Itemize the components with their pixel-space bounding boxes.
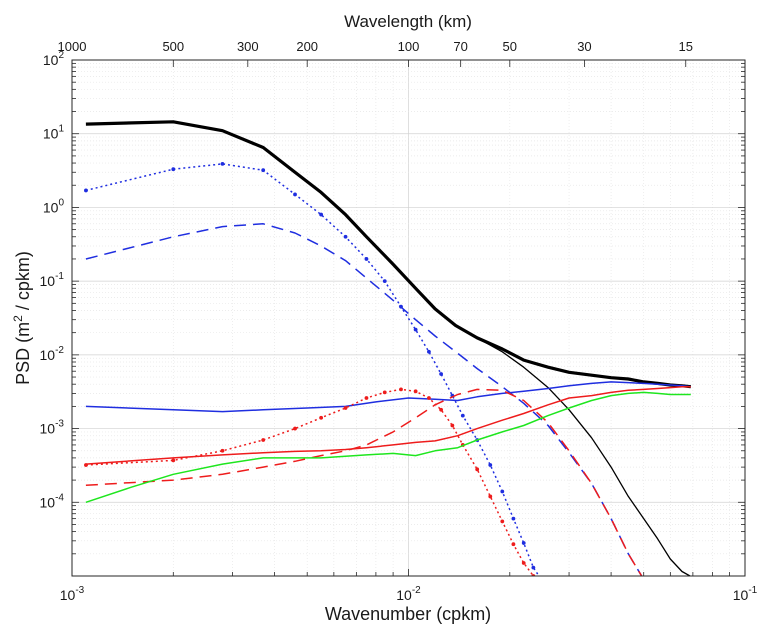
series-marker-3 bbox=[220, 161, 225, 166]
y-tick-label: 10-3 bbox=[40, 419, 65, 437]
series-marker-3 bbox=[364, 257, 369, 261]
series-line-4 bbox=[85, 223, 643, 576]
series-marker-6 bbox=[220, 448, 225, 453]
x-tick-label: 10-3 bbox=[60, 585, 85, 603]
top-tick-label: 300 bbox=[237, 39, 259, 54]
y-axis-title: PSD (m2 / cpkm) bbox=[11, 251, 33, 385]
series-marker-3 bbox=[541, 579, 545, 583]
series-marker-6 bbox=[382, 390, 387, 395]
top-tick-label: 500 bbox=[162, 39, 184, 54]
series-line-6 bbox=[85, 388, 535, 576]
series-marker-6 bbox=[488, 494, 493, 499]
top-tick-label: 50 bbox=[503, 39, 517, 54]
series-marker-3 bbox=[511, 516, 516, 521]
ticks bbox=[71, 60, 745, 577]
series-marker-3 bbox=[460, 413, 465, 418]
series-marker-3 bbox=[413, 327, 418, 332]
y-tick-label: 10-1 bbox=[40, 271, 65, 289]
series-group bbox=[84, 120, 692, 583]
x-tick-label: 10-1 bbox=[733, 585, 758, 603]
top-tick-label: 15 bbox=[679, 39, 693, 54]
series-marker-6 bbox=[293, 426, 297, 431]
series-marker-3 bbox=[427, 349, 431, 354]
top-tick-label: 1000 bbox=[58, 39, 87, 54]
series-marker-6 bbox=[500, 519, 505, 524]
y-tick-label: 101 bbox=[43, 124, 65, 142]
series-marker-6 bbox=[511, 542, 516, 547]
series-marker-6 bbox=[343, 406, 348, 410]
series-marker-3 bbox=[531, 565, 536, 570]
series-marker-6 bbox=[521, 561, 526, 565]
top-axis-title: Wavelength (km) bbox=[344, 12, 472, 31]
series-marker-3 bbox=[521, 541, 526, 545]
series-marker-6 bbox=[541, 579, 545, 583]
series-marker-3 bbox=[261, 168, 266, 173]
series-marker-6 bbox=[427, 396, 431, 400]
series-marker-3 bbox=[343, 234, 348, 239]
series-marker-6 bbox=[364, 396, 369, 400]
top-tick-label: 70 bbox=[453, 39, 467, 54]
series-line-9 bbox=[85, 391, 691, 504]
y-tick-label: 100 bbox=[43, 197, 65, 215]
series-line-5 bbox=[85, 381, 691, 413]
series-marker-3 bbox=[488, 463, 493, 467]
series-line-2 bbox=[455, 324, 692, 576]
grid bbox=[71, 60, 745, 577]
y-tick-label: 10-4 bbox=[40, 492, 65, 510]
series-marker-6 bbox=[399, 387, 403, 392]
series-marker-3 bbox=[500, 489, 505, 494]
series-marker-3 bbox=[84, 188, 88, 193]
y-axis-title-tail: / cpkm) bbox=[13, 251, 33, 315]
y-axis-title-main: PSD (m bbox=[13, 322, 33, 385]
top-tick-label: 200 bbox=[296, 39, 318, 54]
series-marker-6 bbox=[475, 467, 480, 472]
series-marker-6 bbox=[413, 389, 418, 394]
y-axis-title-sup: 2 bbox=[11, 315, 25, 322]
series-marker-3 bbox=[293, 192, 297, 197]
series-marker-6 bbox=[261, 438, 266, 442]
series-marker-3 bbox=[439, 372, 444, 376]
series-marker-6 bbox=[319, 415, 324, 420]
series-marker-3 bbox=[171, 167, 176, 172]
top-tick-label: 100 bbox=[398, 39, 420, 54]
series-line-7 bbox=[85, 388, 643, 576]
series-marker-3 bbox=[382, 279, 387, 284]
series-marker-3 bbox=[319, 212, 324, 217]
series-line-8 bbox=[85, 385, 691, 465]
y-tick-label: 10-2 bbox=[40, 345, 65, 363]
series-marker-6 bbox=[171, 458, 176, 463]
top-tick-label: 30 bbox=[577, 39, 591, 54]
tick-labels: 10-3 10-2 10-110-410-310-210-1100101102100… bbox=[40, 39, 758, 603]
x-axis-title: Wavenumber (cpkm) bbox=[325, 604, 491, 624]
y-tick-label: 102 bbox=[43, 50, 65, 68]
series-marker-6 bbox=[439, 407, 444, 412]
series-line-3 bbox=[85, 163, 540, 576]
x-tick-label: 10-2 bbox=[396, 585, 421, 603]
series-marker-6 bbox=[450, 423, 455, 428]
